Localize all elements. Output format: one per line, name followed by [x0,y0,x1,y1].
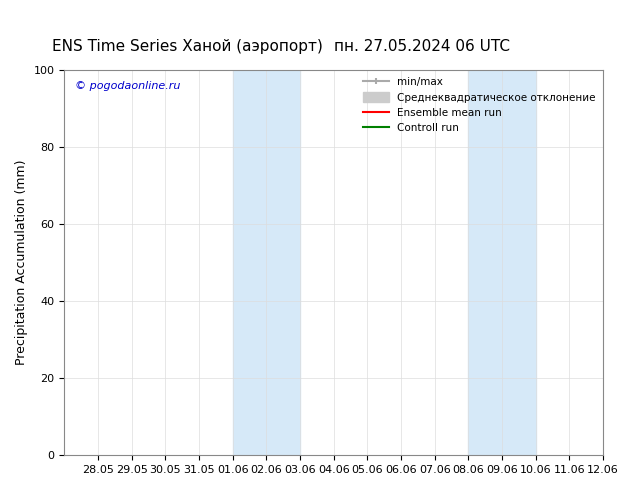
Text: © pogodaonline.ru: © pogodaonline.ru [75,81,181,91]
Text: пн. 27.05.2024 06 UTC: пн. 27.05.2024 06 UTC [333,39,510,54]
Bar [233,70,300,455]
Y-axis label: Precipitation Accumulation (mm): Precipitation Accumulation (mm) [15,160,28,365]
Legend: min/max, Среднеквадратическое отклонение, Ensemble mean run, Controll run: min/max, Среднеквадратическое отклонение… [359,73,600,138]
Bar [469,70,536,455]
Text: ENS Time Series Ханой (аэропорт): ENS Time Series Ханой (аэропорт) [52,39,323,54]
